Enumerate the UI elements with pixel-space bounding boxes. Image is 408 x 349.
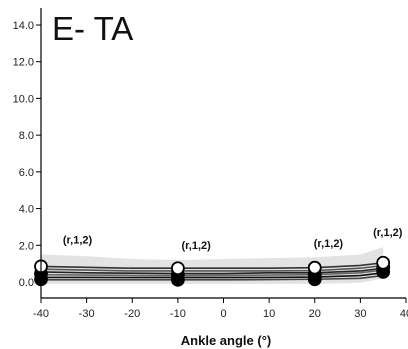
significance-annotation: (r,1,2): [373, 227, 403, 239]
series-line: [40, 267, 384, 275]
series-line: [41, 272, 384, 279]
x-tick-label: -10: [170, 308, 186, 320]
marker-open-circle: [376, 255, 391, 270]
y-ticks: 0.0 2.0 4.0 6.0 8.0 10.0 12.0 14.0: [13, 20, 41, 289]
significance-annotation: (r,1,2): [63, 234, 93, 246]
marker-open-circle: [170, 261, 185, 276]
x-tick-label: 10: [263, 308, 275, 320]
series-line: [40, 261, 384, 270]
annotations: (r,1,2) (r,1,2) (r,1,2) (r,1,2): [63, 227, 403, 252]
y-tick-label: 8.0: [19, 130, 34, 142]
series-line: [41, 274, 384, 281]
x-tick-label: -40: [33, 308, 49, 320]
x-tick-label: 20: [309, 308, 321, 320]
x-tick-label: 30: [354, 308, 366, 320]
y-tick-label: 2.0: [19, 240, 34, 252]
y-tick-label: 6.0: [19, 167, 34, 179]
panel-title: E- TA: [52, 10, 133, 47]
x-tick-label: -30: [79, 308, 95, 320]
x-ticks: -40 -30 -20 -10 0 10 20 30 40: [33, 298, 408, 320]
series-line: [40, 264, 384, 272]
significance-annotation: (r,1,2): [181, 240, 211, 252]
significance-annotation: (r,1,2): [314, 238, 344, 250]
y-tick-label: 12.0: [13, 57, 34, 69]
x-tick-label: -20: [124, 308, 140, 320]
y-tick-label: 0.0: [19, 277, 34, 289]
axis-layer: [40, 8, 406, 299]
y-tick-label: 4.0: [19, 204, 34, 216]
x-tick-label: 0: [220, 308, 226, 320]
x-axis-title: Ankle angle (°): [181, 333, 271, 348]
series-line: [40, 269, 384, 277]
y-tick-label: 14.0: [13, 20, 34, 32]
x-tick-label: 40: [400, 308, 408, 320]
y-tick-label: 10.0: [13, 93, 34, 105]
series-layer: [40, 261, 384, 281]
marker-open-circle: [307, 260, 322, 275]
